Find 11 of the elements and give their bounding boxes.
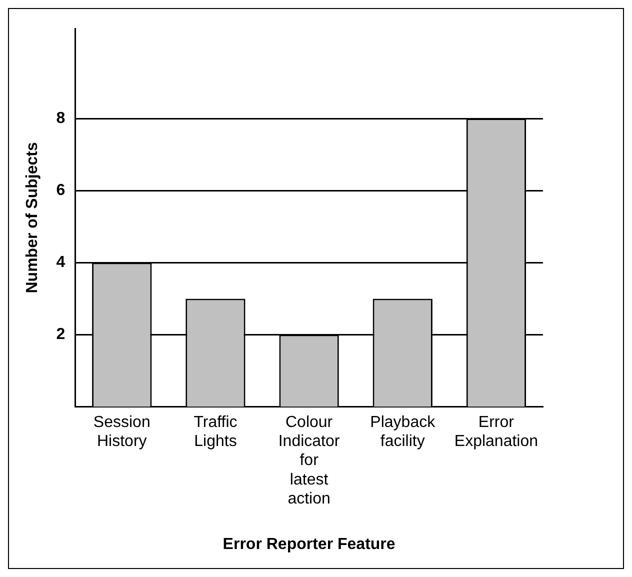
y-axis-title: Number of Subjects (24, 142, 42, 294)
y-tick-label: 2 (56, 326, 66, 344)
y-tick-label: 6 (56, 182, 66, 200)
y-tick-label: 4 (56, 254, 66, 272)
y-tick-label: 8 (56, 110, 66, 128)
x-tick-label: Error Explanation (454, 414, 538, 450)
x-tick-label: Colour Indicator for latest action (278, 414, 340, 508)
x-tick-label: Playback facility (370, 414, 436, 450)
x-axis-title: Error Reporter Feature (222, 536, 396, 553)
x-tick-label: Traffic Lights (194, 414, 238, 450)
x-tick-label: Session History (93, 414, 150, 450)
